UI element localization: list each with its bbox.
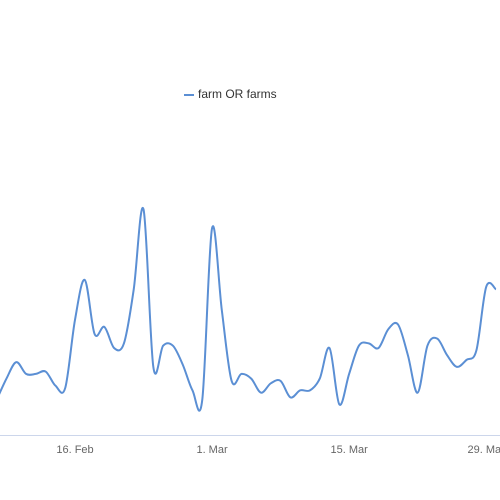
x-tick-label: 16. Feb (56, 444, 93, 456)
x-tick-label: 15. Mar (330, 444, 368, 456)
series-line (0, 206, 497, 412)
x-tick-label: 29. Mar (468, 444, 500, 456)
legend-label[interactable]: farm OR farms (198, 87, 277, 101)
x-tick-label: 1. Mar (196, 444, 228, 456)
